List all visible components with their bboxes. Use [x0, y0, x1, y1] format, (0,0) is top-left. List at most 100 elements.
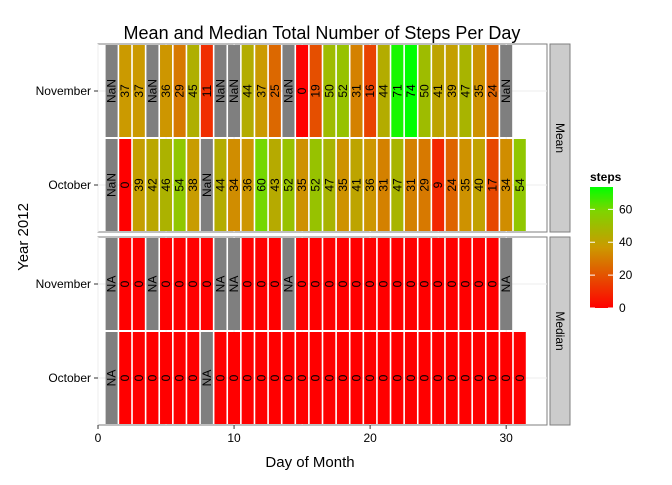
- tile-mean-october-day-12: [255, 139, 268, 231]
- x-axis-title: Day of Month: [265, 454, 354, 471]
- tile-label: 0: [322, 280, 336, 287]
- tile-mean-october-day-27: [459, 139, 472, 231]
- tile-median-november-day-21: [377, 238, 390, 330]
- tile-label: 60: [254, 178, 268, 192]
- tile-label: 0: [309, 374, 323, 381]
- tile-mean-november-day-8: [200, 45, 213, 137]
- x-tick-label: 10: [227, 431, 241, 445]
- tile-median-october-day-29: [486, 332, 499, 424]
- tile-median-november-day-26: [445, 238, 458, 330]
- tile-median-october-day-16: [309, 332, 322, 424]
- tile-mean-october-day-10: [228, 139, 241, 231]
- tile-label: 47: [322, 178, 336, 192]
- tile-label: 24: [486, 84, 500, 98]
- tile-label: 0: [336, 280, 350, 287]
- tile-median-november-day-24: [418, 238, 431, 330]
- tile-label: NA: [281, 276, 295, 293]
- tile-mean-november-day-2: [119, 45, 132, 137]
- tile-label: 34: [499, 178, 513, 192]
- tile-mean-november-day-12: [255, 45, 268, 137]
- tile-label: 29: [173, 84, 187, 98]
- tile-label: NaN: [227, 79, 241, 103]
- tile-median-october-day-31: [513, 332, 526, 424]
- legend-title: steps: [590, 170, 622, 184]
- tile-label: 0: [377, 280, 391, 287]
- tile-label: NaN: [105, 173, 119, 197]
- tile-label: 74: [404, 84, 418, 98]
- tile-median-october-day-25: [432, 332, 445, 424]
- tile-label: 41: [431, 84, 445, 98]
- facet-panels: NaN 37 37 NaN 36 29 45 11 NaN NaN 44 37 25 NaN 0 19 50 52…: [36, 43, 571, 426]
- tile-label: 0: [173, 280, 187, 287]
- tile-median-october-day-24: [418, 332, 431, 424]
- tile-median-october-day-30: [500, 332, 513, 424]
- tile-label: NA: [145, 276, 159, 293]
- tile-label: NaN: [499, 79, 513, 103]
- tile-label: 0: [418, 374, 432, 381]
- tile-median-october-day-11: [241, 332, 254, 424]
- tile-label: 0: [309, 280, 323, 287]
- legend: steps 0 20 40 60: [590, 170, 633, 315]
- tile-label: 31: [350, 84, 364, 98]
- tile-label: 35: [472, 84, 486, 98]
- y-axis-title: Year 2012: [15, 203, 32, 271]
- tile-median-november-day-28: [472, 238, 485, 330]
- x-tick-label: 30: [500, 431, 514, 445]
- tile-median-november-day-19: [350, 238, 363, 330]
- tile-median-november-day-29: [486, 238, 499, 330]
- tile-label: 0: [363, 374, 377, 381]
- tile-median-october-day-20: [364, 332, 377, 424]
- tile-label: 17: [486, 178, 500, 192]
- tile-label: 11: [200, 84, 214, 97]
- tile-label: 0: [431, 280, 445, 287]
- tile-label: 0: [118, 280, 132, 287]
- tile-label: 31: [377, 178, 391, 192]
- y-tick-label: October: [48, 371, 91, 385]
- tile-mean-november-day-15: [296, 45, 309, 137]
- tile-label: 35: [458, 178, 472, 192]
- tile-mean-november-day-29: [486, 45, 499, 137]
- tile-median-october-day-28: [472, 332, 485, 424]
- legend-ticks: 0 20 40 60: [590, 202, 633, 315]
- chart-title: Mean and Median Total Number of Steps Pe…: [124, 23, 521, 43]
- tile-label: 50: [322, 84, 336, 98]
- tile-label: 0: [431, 374, 445, 381]
- tile-label: 36: [363, 178, 377, 192]
- tile-median-november-day-10: [228, 238, 241, 330]
- tile-label: 0: [200, 280, 214, 287]
- x-tick-label: 20: [363, 431, 377, 445]
- tile-label: 0: [377, 374, 391, 381]
- tile-label: NaN: [105, 79, 119, 103]
- tile-label: 39: [132, 178, 146, 192]
- legend-tick-label: 0: [619, 301, 626, 315]
- tile-median-october-day-13: [268, 332, 281, 424]
- tile-median-october-day-10: [228, 332, 241, 424]
- tile-label: 44: [377, 84, 391, 98]
- tile-label: NaN: [145, 79, 159, 103]
- tile-label: 43: [268, 178, 282, 192]
- tile-label: 0: [227, 374, 241, 381]
- tile-median-october-day-27: [459, 332, 472, 424]
- tile-median-november-day-22: [391, 238, 404, 330]
- tile-label: NA: [200, 370, 214, 387]
- tile-label: 0: [118, 181, 132, 188]
- x-axis: 0 10 20 30: [95, 425, 514, 445]
- tile-mean-october-day-31: [513, 139, 526, 231]
- tile-mean-november-day-25: [432, 45, 445, 137]
- tile-label: 0: [418, 280, 432, 287]
- tile-label: 24: [445, 178, 459, 192]
- tile-mean-november-day-28: [472, 45, 485, 137]
- tile-label: NA: [213, 276, 227, 293]
- tile-median-november-day-17: [323, 238, 336, 330]
- tile-mean-november-day-14: [282, 45, 295, 137]
- tile-median-november-day-3: [132, 238, 145, 330]
- tile-mean-november-day-1: [105, 45, 118, 137]
- tile-label: 0: [350, 280, 364, 287]
- tile-label: 0: [295, 280, 309, 287]
- tile-median-october-day-26: [445, 332, 458, 424]
- tile-label: 0: [390, 280, 404, 287]
- x-tick-label: 0: [95, 431, 102, 445]
- tile-label: 0: [145, 374, 159, 381]
- tile-mean-november-day-10: [228, 45, 241, 137]
